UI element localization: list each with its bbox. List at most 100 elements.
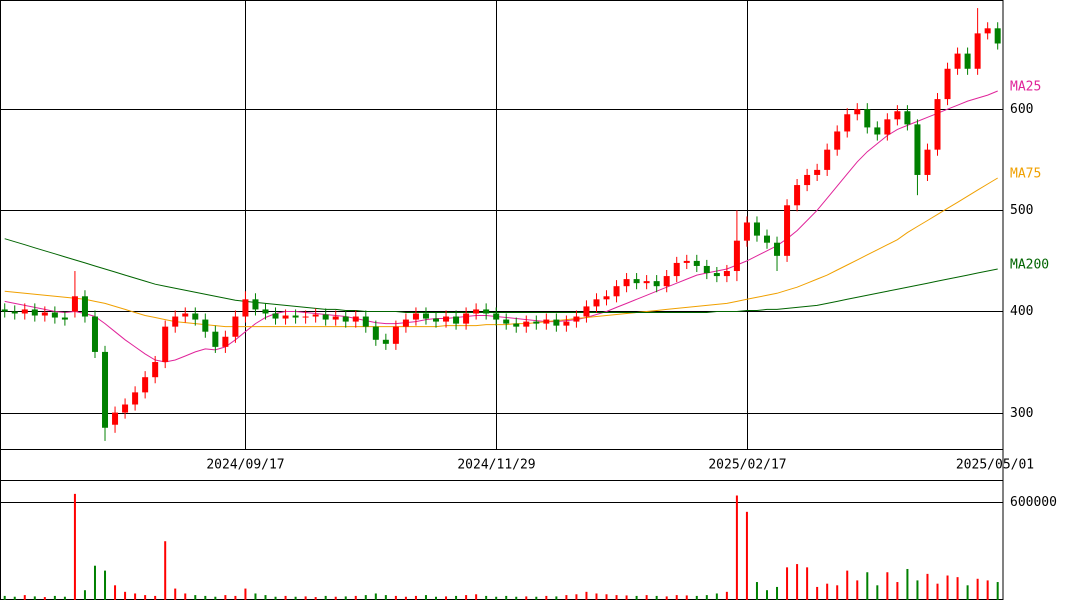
candle-body	[834, 131, 841, 150]
volume-bar	[735, 495, 738, 600]
candle-body	[91, 316, 98, 352]
candle-body	[71, 296, 78, 312]
volume-bar	[53, 595, 56, 600]
candle-body	[784, 205, 791, 256]
volume-bar	[364, 595, 367, 600]
volume-bar	[856, 580, 859, 600]
candle-body	[914, 124, 921, 175]
ma-line	[4, 90, 998, 363]
volume-bar	[144, 595, 147, 600]
volume-bar	[705, 595, 708, 600]
candle-body	[1, 309, 8, 312]
volume-bar	[826, 583, 829, 600]
candle-body	[31, 309, 38, 316]
volume-bar	[836, 585, 839, 600]
candle-body	[623, 279, 630, 287]
candle-body	[864, 109, 871, 128]
candle-body	[122, 404, 129, 413]
volume-bar	[384, 595, 387, 600]
volume-bar	[936, 583, 939, 600]
candle-body	[312, 314, 319, 317]
volume-bar	[966, 585, 969, 600]
y-tick-label: 500	[1010, 203, 1033, 218]
volume-bar	[435, 596, 438, 600]
candle-body	[272, 313, 279, 319]
candle-body	[683, 260, 690, 263]
candle-body	[563, 321, 570, 326]
legend-label: MA25	[1010, 80, 1041, 95]
candle-body	[643, 281, 650, 284]
x-tick-label: 2025/05/01	[956, 458, 1034, 473]
candle-body	[824, 149, 831, 170]
candle-body	[523, 321, 530, 327]
candle-body	[362, 316, 369, 327]
volume-bar	[996, 582, 999, 600]
volume-bar	[916, 580, 919, 600]
volume-bar	[214, 596, 217, 600]
candle-body	[994, 28, 1001, 44]
candle-body	[402, 319, 409, 327]
candle-body	[533, 321, 540, 324]
volume-bar	[264, 595, 267, 600]
candle-body	[874, 127, 881, 135]
candle-body	[894, 111, 901, 120]
volume-bar	[124, 591, 127, 600]
candle-body	[733, 240, 740, 272]
volume-bar	[806, 567, 809, 600]
volume-bar	[33, 596, 36, 600]
candle-body	[182, 313, 189, 317]
volume-bar	[545, 595, 548, 600]
candle-body	[41, 312, 48, 316]
volume-bar	[695, 595, 698, 600]
candle-body	[222, 336, 229, 347]
y-tick-label: 400	[1010, 304, 1033, 319]
candle-body	[794, 185, 801, 206]
volume-bar	[445, 596, 448, 600]
volume-bar	[675, 595, 678, 600]
candle-body	[483, 309, 490, 314]
candle-body	[232, 316, 239, 337]
candle-body	[743, 222, 750, 241]
volume-tick-label: 600000	[1010, 495, 1057, 510]
volume-bar	[755, 582, 758, 600]
volume-bar	[344, 596, 347, 600]
volume-bar	[304, 596, 307, 600]
candle-body	[262, 309, 269, 314]
candle-body	[984, 28, 991, 34]
volume-bar	[525, 596, 528, 600]
candle-body	[252, 299, 259, 310]
candle-body	[473, 309, 480, 314]
candle-body	[11, 311, 18, 314]
candle-body	[513, 323, 520, 327]
candle-body	[854, 109, 861, 115]
volume-bar	[314, 597, 317, 600]
volume-bar	[595, 593, 598, 600]
candle-body	[382, 339, 389, 344]
volume-bar	[776, 586, 779, 600]
candle-body	[132, 392, 139, 405]
candle-body	[142, 377, 149, 393]
candle-body	[392, 326, 399, 344]
candle-body	[693, 260, 700, 266]
volume-bar	[424, 595, 427, 600]
volume-bar	[83, 590, 86, 600]
volume-bar	[394, 595, 397, 600]
frame	[0, 0, 1004, 600]
volume-bar	[224, 595, 227, 600]
candle-body	[944, 68, 951, 100]
candle-body	[763, 235, 770, 243]
volume-bar	[535, 596, 538, 600]
volume-bar	[284, 595, 287, 600]
candle-body	[814, 169, 821, 175]
candle-body	[162, 326, 169, 363]
candle-body	[583, 306, 590, 317]
volume-bar	[93, 565, 96, 600]
volume-bar	[765, 590, 768, 600]
candle-body	[884, 119, 891, 135]
volume-bar	[254, 593, 257, 600]
volume-bar	[866, 572, 869, 600]
candle-body	[503, 319, 510, 324]
legend-label: MA75	[1010, 166, 1041, 181]
candle-body	[292, 315, 299, 318]
